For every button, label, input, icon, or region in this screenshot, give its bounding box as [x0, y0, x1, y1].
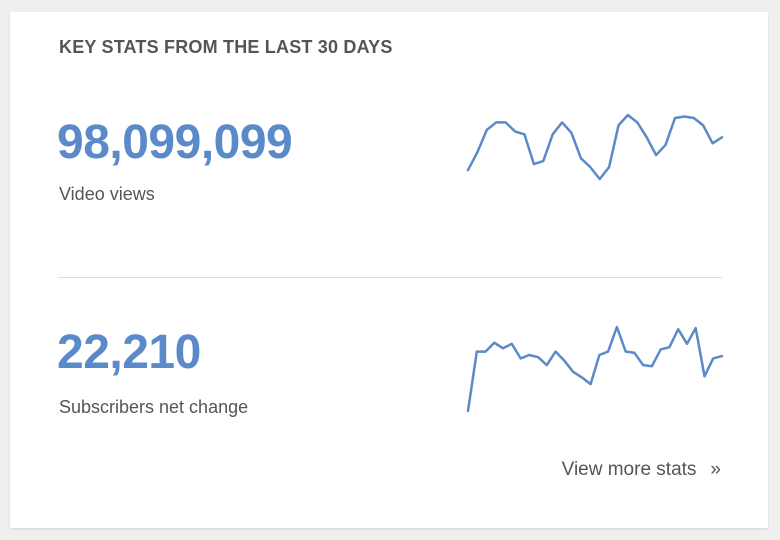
sparkline-series — [468, 327, 722, 411]
view-more-stats-link[interactable]: View more stats » — [562, 459, 721, 481]
stats-divider — [58, 277, 722, 278]
sparkline-series — [468, 115, 722, 179]
video-views-sparkline — [465, 112, 725, 182]
double-chevron-right-icon: » — [710, 459, 721, 480]
subscribers-value: 22,210 — [57, 326, 201, 379]
video-views-label: Video views — [59, 184, 155, 204]
card-title: KEY STATS FROM THE LAST 30 DAYS — [59, 37, 393, 57]
subscribers-label: Subscribers net change — [59, 397, 249, 417]
key-stats-card: KEY STATS FROM THE LAST 30 DAYS 98,099,0… — [10, 12, 768, 528]
subscribers-sparkline — [465, 324, 725, 414]
video-views-value: 98,099,099 — [57, 116, 293, 169]
view-more-stats-label: View more stats — [561, 459, 697, 480]
